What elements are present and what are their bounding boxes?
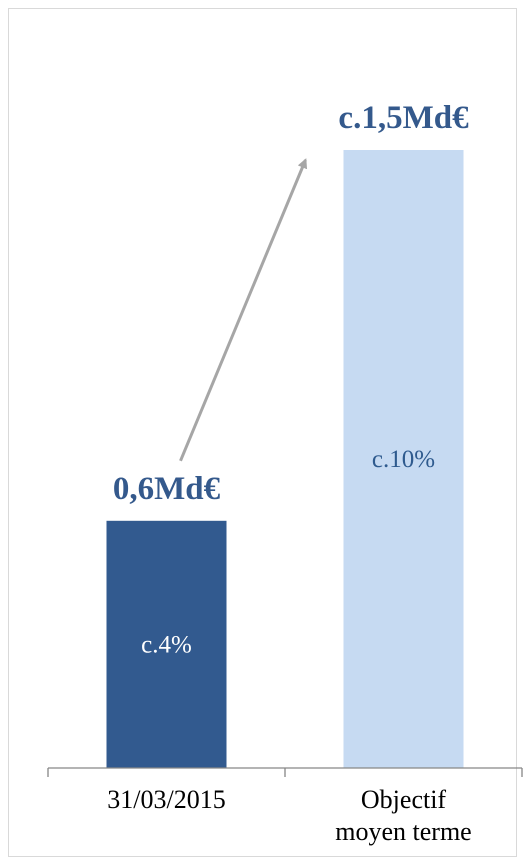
bar-value-label-1: 0,6Md€ [113,471,221,507]
bar-2 [343,150,464,768]
category-label-2-line-2: moyen terme [335,817,471,846]
bar-value-label-2: c.1,5Md€ [338,100,469,136]
bar-1 [106,520,227,768]
chart-frame [8,8,517,857]
growth-arrow [179,158,308,462]
bar-share-label-2: c.10% [372,446,435,473]
category-label-2-line-1: Objectif [361,785,447,814]
bar-share-label-1: c.4% [141,631,192,658]
category-label-1: 31/03/2015 [107,785,225,814]
category-label-1-line-1: 31/03/2015 [107,785,225,814]
category-label-2: Objectif moyen terme [335,785,471,846]
